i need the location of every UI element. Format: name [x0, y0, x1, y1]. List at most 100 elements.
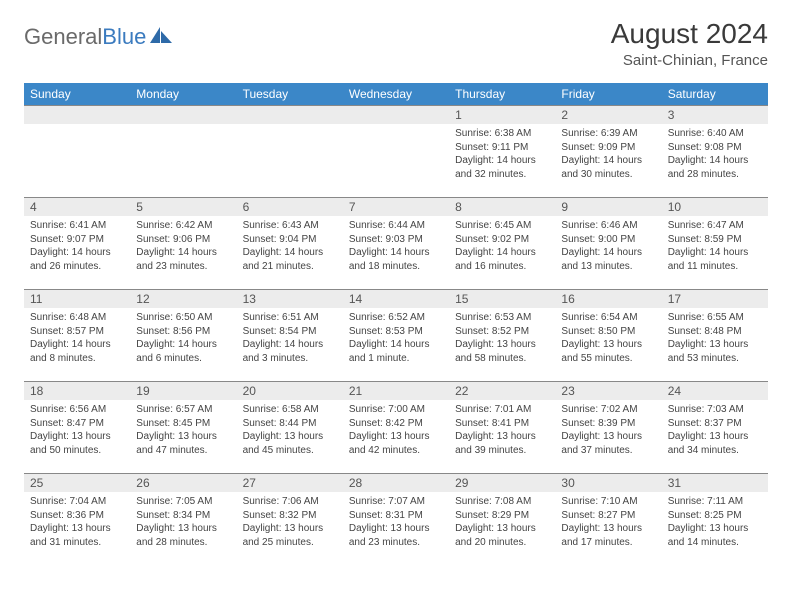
month-title: August 2024 — [611, 18, 768, 50]
day-content: Sunrise: 7:11 AMSunset: 8:25 PMDaylight:… — [662, 492, 768, 553]
brand-text: GeneralBlue — [24, 24, 146, 50]
brand-logo: GeneralBlue — [24, 18, 172, 50]
sunrise-line: Sunrise: 7:10 AM — [561, 495, 655, 509]
sunrise-line: Sunrise: 7:01 AM — [455, 403, 549, 417]
day-content: Sunrise: 6:38 AMSunset: 9:11 PMDaylight:… — [449, 124, 555, 185]
calendar-cell: 1Sunrise: 6:38 AMSunset: 9:11 PMDaylight… — [449, 106, 555, 198]
sunrise-line: Sunrise: 6:54 AM — [561, 311, 655, 325]
daylight-line: Daylight: 13 hours and 55 minutes. — [561, 338, 655, 365]
sunset-line: Sunset: 8:25 PM — [668, 509, 762, 523]
day-number: 1 — [449, 106, 555, 124]
day-content — [130, 124, 236, 174]
sunrise-line: Sunrise: 6:39 AM — [561, 127, 655, 141]
daylight-line: Daylight: 14 hours and 1 minute. — [349, 338, 443, 365]
day-number: 31 — [662, 474, 768, 492]
day-number: 17 — [662, 290, 768, 308]
sunset-line: Sunset: 8:53 PM — [349, 325, 443, 339]
calendar-cell: 8Sunrise: 6:45 AMSunset: 9:02 PMDaylight… — [449, 198, 555, 290]
calendar-cell: 11Sunrise: 6:48 AMSunset: 8:57 PMDayligh… — [24, 290, 130, 382]
day-content: Sunrise: 6:44 AMSunset: 9:03 PMDaylight:… — [343, 216, 449, 277]
calendar-row: 4Sunrise: 6:41 AMSunset: 9:07 PMDaylight… — [24, 198, 768, 290]
day-number: 3 — [662, 106, 768, 124]
sunset-line: Sunset: 8:42 PM — [349, 417, 443, 431]
sunset-line: Sunset: 8:50 PM — [561, 325, 655, 339]
sunset-line: Sunset: 9:06 PM — [136, 233, 230, 247]
day-content — [24, 124, 130, 174]
sunset-line: Sunset: 8:47 PM — [30, 417, 124, 431]
daylight-line: Daylight: 13 hours and 28 minutes. — [136, 522, 230, 549]
day-content: Sunrise: 7:00 AMSunset: 8:42 PMDaylight:… — [343, 400, 449, 461]
sunset-line: Sunset: 8:54 PM — [243, 325, 337, 339]
daylight-line: Daylight: 14 hours and 26 minutes. — [30, 246, 124, 273]
calendar-cell: 7Sunrise: 6:44 AMSunset: 9:03 PMDaylight… — [343, 198, 449, 290]
sunset-line: Sunset: 8:27 PM — [561, 509, 655, 523]
day-content: Sunrise: 6:51 AMSunset: 8:54 PMDaylight:… — [237, 308, 343, 369]
sunrise-line: Sunrise: 6:46 AM — [561, 219, 655, 233]
weekday-header: Tuesday — [237, 83, 343, 106]
calendar-cell: 27Sunrise: 7:06 AMSunset: 8:32 PMDayligh… — [237, 474, 343, 566]
calendar-cell — [24, 106, 130, 198]
sunrise-line: Sunrise: 6:56 AM — [30, 403, 124, 417]
calendar-cell: 17Sunrise: 6:55 AMSunset: 8:48 PMDayligh… — [662, 290, 768, 382]
sunrise-line: Sunrise: 7:11 AM — [668, 495, 762, 509]
daylight-line: Daylight: 14 hours and 28 minutes. — [668, 154, 762, 181]
day-number: 11 — [24, 290, 130, 308]
brand-text-2: Blue — [102, 24, 146, 49]
sunset-line: Sunset: 9:08 PM — [668, 141, 762, 155]
sunset-line: Sunset: 8:56 PM — [136, 325, 230, 339]
day-number: 28 — [343, 474, 449, 492]
daylight-line: Daylight: 13 hours and 20 minutes. — [455, 522, 549, 549]
daylight-line: Daylight: 14 hours and 18 minutes. — [349, 246, 443, 273]
sunrise-line: Sunrise: 7:02 AM — [561, 403, 655, 417]
sunset-line: Sunset: 8:44 PM — [243, 417, 337, 431]
day-number: 9 — [555, 198, 661, 216]
sunset-line: Sunset: 9:07 PM — [30, 233, 124, 247]
weekday-header: Saturday — [662, 83, 768, 106]
day-number: 19 — [130, 382, 236, 400]
day-content: Sunrise: 6:42 AMSunset: 9:06 PMDaylight:… — [130, 216, 236, 277]
sunset-line: Sunset: 8:45 PM — [136, 417, 230, 431]
weekday-header: Wednesday — [343, 83, 449, 106]
calendar-body: 1Sunrise: 6:38 AMSunset: 9:11 PMDaylight… — [24, 106, 768, 566]
daylight-line: Daylight: 14 hours and 11 minutes. — [668, 246, 762, 273]
daylight-line: Daylight: 14 hours and 3 minutes. — [243, 338, 337, 365]
day-number: 4 — [24, 198, 130, 216]
day-content: Sunrise: 7:03 AMSunset: 8:37 PMDaylight:… — [662, 400, 768, 461]
sunrise-line: Sunrise: 6:53 AM — [455, 311, 549, 325]
sunset-line: Sunset: 8:39 PM — [561, 417, 655, 431]
day-content: Sunrise: 6:55 AMSunset: 8:48 PMDaylight:… — [662, 308, 768, 369]
daylight-line: Daylight: 14 hours and 23 minutes. — [136, 246, 230, 273]
day-number — [130, 106, 236, 124]
day-number: 30 — [555, 474, 661, 492]
sunset-line: Sunset: 8:36 PM — [30, 509, 124, 523]
day-number: 29 — [449, 474, 555, 492]
calendar-cell: 13Sunrise: 6:51 AMSunset: 8:54 PMDayligh… — [237, 290, 343, 382]
calendar-cell: 19Sunrise: 6:57 AMSunset: 8:45 PMDayligh… — [130, 382, 236, 474]
day-number: 20 — [237, 382, 343, 400]
daylight-line: Daylight: 13 hours and 31 minutes. — [30, 522, 124, 549]
daylight-line: Daylight: 13 hours and 39 minutes. — [455, 430, 549, 457]
calendar-cell: 28Sunrise: 7:07 AMSunset: 8:31 PMDayligh… — [343, 474, 449, 566]
day-number — [343, 106, 449, 124]
day-number: 27 — [237, 474, 343, 492]
calendar-cell: 14Sunrise: 6:52 AMSunset: 8:53 PMDayligh… — [343, 290, 449, 382]
sunrise-line: Sunrise: 7:05 AM — [136, 495, 230, 509]
day-number — [24, 106, 130, 124]
daylight-line: Daylight: 13 hours and 34 minutes. — [668, 430, 762, 457]
daylight-line: Daylight: 14 hours and 6 minutes. — [136, 338, 230, 365]
sunrise-line: Sunrise: 6:57 AM — [136, 403, 230, 417]
daylight-line: Daylight: 13 hours and 50 minutes. — [30, 430, 124, 457]
location: Saint-Chinian, France — [611, 52, 768, 69]
daylight-line: Daylight: 13 hours and 25 minutes. — [243, 522, 337, 549]
day-number: 21 — [343, 382, 449, 400]
calendar-cell: 10Sunrise: 6:47 AMSunset: 8:59 PMDayligh… — [662, 198, 768, 290]
day-content: Sunrise: 6:47 AMSunset: 8:59 PMDaylight:… — [662, 216, 768, 277]
day-content: Sunrise: 6:43 AMSunset: 9:04 PMDaylight:… — [237, 216, 343, 277]
sunset-line: Sunset: 8:37 PM — [668, 417, 762, 431]
sunrise-line: Sunrise: 6:50 AM — [136, 311, 230, 325]
sunrise-line: Sunrise: 6:48 AM — [30, 311, 124, 325]
day-content: Sunrise: 7:06 AMSunset: 8:32 PMDaylight:… — [237, 492, 343, 553]
day-content: Sunrise: 6:52 AMSunset: 8:53 PMDaylight:… — [343, 308, 449, 369]
day-content: Sunrise: 7:01 AMSunset: 8:41 PMDaylight:… — [449, 400, 555, 461]
calendar-cell: 12Sunrise: 6:50 AMSunset: 8:56 PMDayligh… — [130, 290, 236, 382]
